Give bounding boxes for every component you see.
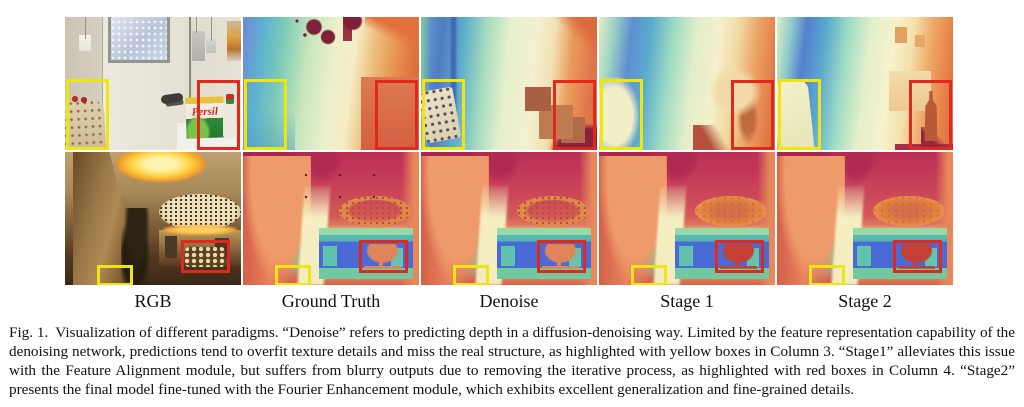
bottle-cap [226,94,234,104]
yellow-highlight-box [600,79,643,150]
column-label-ground-truth: Ground Truth [281,291,381,311]
chandelier [159,194,241,230]
figure-caption: Fig. 1. Visualization of different paradi… [9,323,1015,399]
red-highlight-box [553,80,596,150]
chandelier-depth-shape [695,196,767,226]
panel-row2-ground-truth [243,152,419,285]
tree-depth-shape [542,244,579,271]
panel-row2-stage1 [599,152,775,285]
tree-depth-shape [720,244,757,271]
red-objects [71,95,91,104]
chandelier-depth-shape [517,196,589,226]
red-highlight-box [731,80,774,150]
caption-body: Visualization of different paradigms. “D… [9,324,1015,398]
frosted-window [108,17,170,63]
chandelier-depth-shape [339,196,411,226]
chandelier-depth-shape [873,196,945,226]
column-label-rgb: RGB [134,291,172,311]
panel-row1-rgb: Persil [65,17,241,150]
panel-row2-stage2 [777,152,953,285]
flower-bouquet [185,247,225,267]
panel-row1-stage2 [777,17,953,150]
panel-row1-ground-truth [243,17,419,150]
table-depth-shape [777,79,815,150]
patterned-tablecloth [65,99,107,150]
door-handle [160,92,184,105]
column-label-stage1: Stage 1 [660,291,714,311]
bottle-depth-shape [924,91,938,141]
chandelier-ring-glow [163,225,237,235]
detergent-bottle [223,103,236,138]
tree-depth-shape [898,244,935,271]
panel-row1-denoise [421,17,597,150]
overfit-texture-artifact [421,86,462,144]
column-label-stage2: Stage 2 [838,291,892,311]
ceiling-light-glow [117,152,205,182]
caption-fig-number: Fig. 1. [9,324,49,341]
column-label-denoise: Denoise [479,291,539,311]
plant-silhouette [121,208,153,285]
panel-row1-stage1 [599,17,775,150]
yellow-highlight-box [244,79,287,150]
persil-label: Persil [191,105,219,119]
panel-row2-rgb [65,152,241,285]
persil-box: Persil [185,96,225,139]
red-highlight-box [375,80,418,150]
panel-row2-denoise [421,152,597,285]
tree-depth-shape [364,244,401,271]
